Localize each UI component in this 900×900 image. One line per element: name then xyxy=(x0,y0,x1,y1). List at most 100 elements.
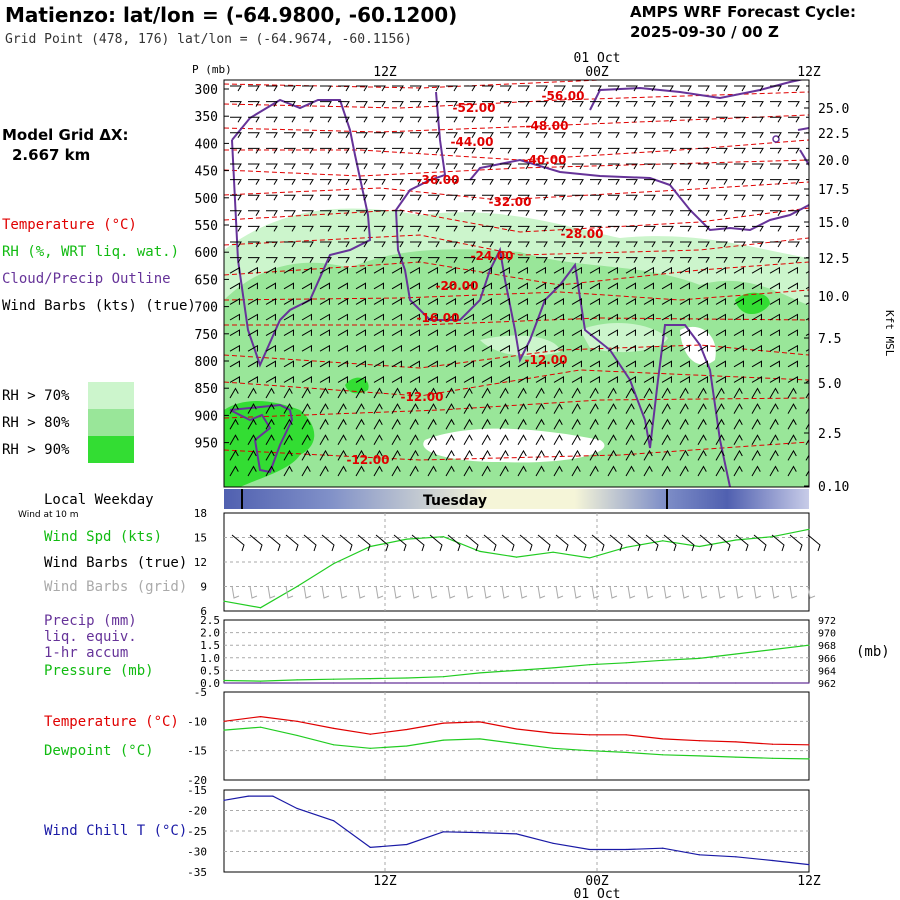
wind-barb xyxy=(680,147,692,154)
precip-line-point xyxy=(552,682,554,684)
wind-barb xyxy=(391,418,401,430)
wind-barb xyxy=(769,376,781,383)
wind-barb xyxy=(787,329,799,337)
wind-barb xyxy=(644,194,656,201)
wind-barb xyxy=(463,266,475,274)
windchill-line-point xyxy=(442,831,444,833)
wind-barb xyxy=(302,116,314,123)
wind-barb xyxy=(662,257,674,263)
wind-barb xyxy=(247,418,257,430)
precip-line-point xyxy=(808,682,810,684)
wind-barb xyxy=(769,329,781,337)
wind-barb xyxy=(356,85,368,92)
wind-barb xyxy=(463,329,475,337)
temperature-line-point xyxy=(369,733,371,735)
wind-barb xyxy=(373,329,385,337)
temperature-panel-frame xyxy=(223,691,810,781)
wind-barb xyxy=(410,132,422,139)
wind-barb xyxy=(572,210,584,217)
wind-barb xyxy=(319,266,331,274)
dewpoint-label: Dewpoint (°C) xyxy=(44,743,154,759)
wind-speed-line-point xyxy=(406,538,408,540)
wind-barb xyxy=(445,282,457,290)
wind-barb xyxy=(751,282,763,290)
wind-barb xyxy=(608,179,620,185)
temperature-line-point xyxy=(333,727,335,729)
wind-barb xyxy=(338,85,350,92)
wind-barb-true xyxy=(609,534,623,552)
wind-barb xyxy=(680,85,692,92)
wind-barb xyxy=(301,449,311,461)
wind-barb xyxy=(589,418,599,430)
wind-barb xyxy=(661,344,673,352)
temperature-line-point xyxy=(662,738,664,740)
pressure-line-point xyxy=(296,679,298,681)
isotherm-label: -28.00 xyxy=(561,227,604,241)
wind-barb xyxy=(374,194,386,201)
wind-speed-line-point xyxy=(296,585,298,588)
wind-barb xyxy=(373,298,385,305)
wind-barb-true xyxy=(249,534,263,552)
wind-barb xyxy=(373,344,385,352)
wind-barb xyxy=(499,360,511,368)
wind-barb xyxy=(661,449,671,461)
wind-barb xyxy=(626,210,638,217)
height-tick-label: 12.5 xyxy=(818,252,849,267)
wind-barb xyxy=(464,116,476,123)
wind-barb xyxy=(319,376,331,383)
precip-line-point xyxy=(369,682,371,684)
dewpoint-line-point xyxy=(479,738,481,740)
wind-barb-grid xyxy=(555,585,564,599)
precip-tick: 1.5 xyxy=(200,639,220,652)
wind-barb xyxy=(427,387,437,399)
wind-barb xyxy=(625,465,635,477)
wind-barb xyxy=(554,85,566,92)
windchill-line-point xyxy=(589,848,591,851)
wind-barb xyxy=(500,179,512,185)
wind-barb xyxy=(644,163,656,170)
wind-barb xyxy=(535,344,547,352)
wind-barb-grid xyxy=(609,585,618,599)
wind-barb xyxy=(391,434,401,446)
wind-barb xyxy=(481,465,491,477)
wind-barb xyxy=(661,387,671,399)
cloud-outline-1 xyxy=(394,91,731,487)
wind-barb xyxy=(788,132,800,139)
windchill-line-point xyxy=(479,832,481,834)
wind-barb xyxy=(536,210,548,217)
wind-barb xyxy=(715,465,725,477)
wind-barb-true xyxy=(393,534,407,552)
wind-barb xyxy=(229,298,241,305)
wind-barb xyxy=(500,241,512,248)
wind-barb xyxy=(769,387,779,399)
pressure-line-point xyxy=(698,657,700,660)
wind-barb xyxy=(446,179,458,185)
wind-barb xyxy=(553,434,563,446)
wind-barb xyxy=(554,241,566,248)
wind-barb xyxy=(787,266,799,274)
wind-barb xyxy=(428,257,440,263)
wind-barb xyxy=(715,418,725,430)
dewpoint-line-point xyxy=(259,726,262,728)
precip-tick: 2.0 xyxy=(200,627,220,640)
wind-barb xyxy=(266,163,278,170)
pressure-tick: 970 xyxy=(818,629,836,640)
wind-barb xyxy=(265,418,275,430)
wind-barb xyxy=(301,282,313,290)
wind-barb xyxy=(518,194,530,201)
wind-barb xyxy=(355,418,365,430)
wind-barb xyxy=(680,194,692,201)
wind-barb xyxy=(482,163,494,170)
wind-barb xyxy=(608,147,620,154)
wind-barbs-profile xyxy=(229,85,809,477)
wind-barb xyxy=(788,101,800,107)
wind-barb-grid xyxy=(519,585,528,599)
wind-barb xyxy=(518,179,530,185)
wind-barb xyxy=(697,313,709,321)
wind-barb xyxy=(319,465,329,477)
wind-barb-true xyxy=(735,534,749,552)
precip-line-point xyxy=(259,682,262,684)
rh90-swatch xyxy=(88,436,134,463)
wind-barb xyxy=(536,225,548,232)
pressure-line-point xyxy=(589,664,591,666)
